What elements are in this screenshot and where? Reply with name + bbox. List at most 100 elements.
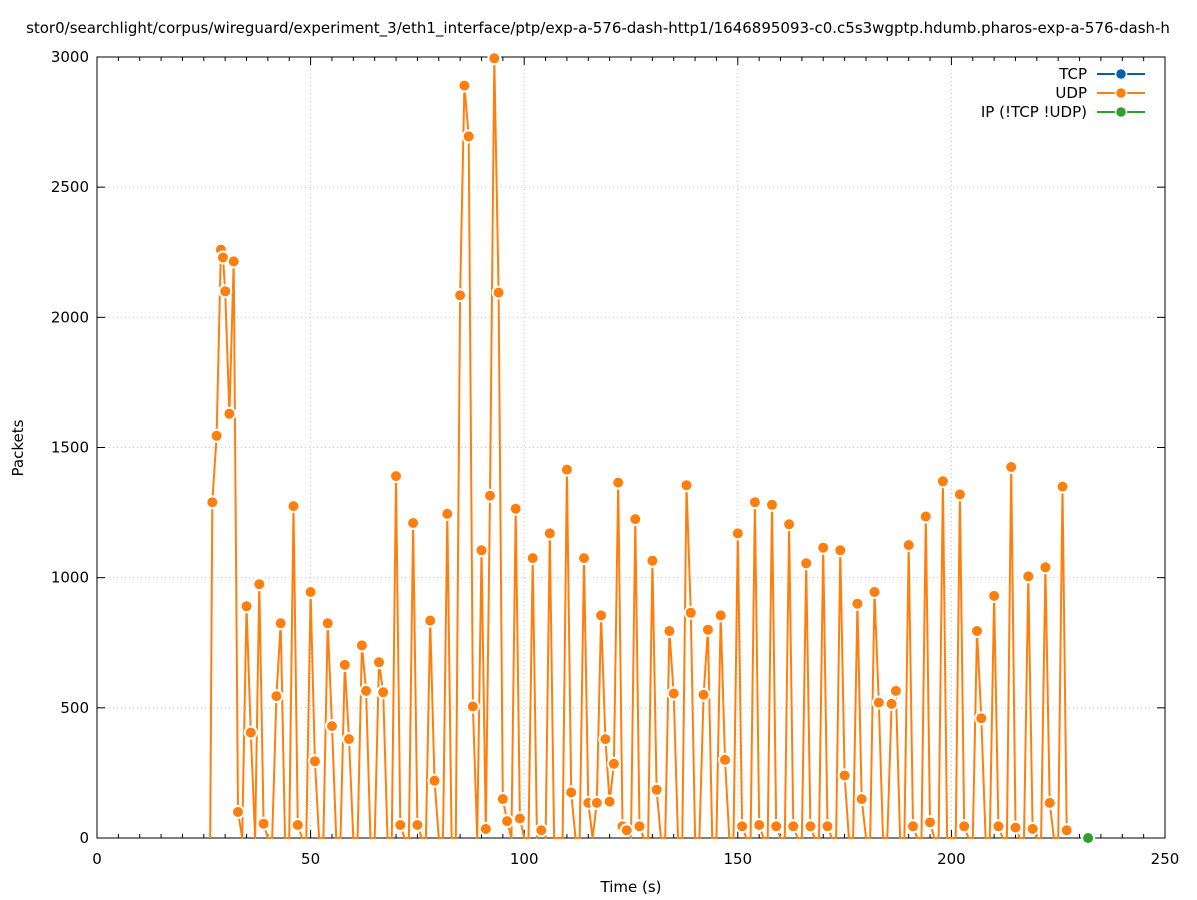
data-point: [320, 616, 335, 631]
data-point: [1059, 823, 1074, 838]
data-point: [231, 805, 245, 819]
data-point: [440, 506, 455, 521]
series-line: [209, 57, 1068, 839]
data-point: [427, 773, 442, 788]
data-point: [679, 478, 694, 493]
data-point: [359, 683, 374, 698]
data-point: [286, 499, 301, 514]
data-point: [602, 794, 617, 809]
data-point: [918, 509, 933, 524]
data-point: [222, 406, 237, 421]
data-point: [273, 616, 288, 631]
data-point: [970, 624, 984, 638]
data-point: [850, 596, 865, 611]
data-point: [342, 732, 356, 747]
data-point: [589, 795, 604, 810]
y-tick-label: 2000: [51, 308, 89, 326]
data-point: [606, 756, 621, 771]
data-point: [816, 540, 831, 555]
y-axis-label: Packets: [9, 419, 27, 476]
y-tick-label: 3000: [51, 48, 89, 66]
data-point: [1055, 479, 1070, 494]
data-point: [534, 823, 549, 838]
chart-title: stor0/searchlight/corpus/wireguard/exper…: [26, 19, 1170, 38]
data-point: [542, 526, 557, 541]
data-point: [1008, 820, 1023, 835]
data-point: [209, 428, 224, 443]
data-point: [453, 288, 468, 303]
data-point: [730, 526, 745, 541]
x-tick-label: 100: [510, 850, 539, 868]
x-axis-label: Time (s): [600, 878, 662, 896]
data-point: [252, 577, 267, 592]
data-point: [598, 732, 613, 747]
data-point: [649, 782, 664, 797]
data-point: [923, 815, 937, 830]
data-point: [666, 686, 681, 701]
data-point: [611, 475, 626, 490]
data-point: [867, 585, 882, 599]
x-tick-label: 250: [1151, 850, 1180, 868]
data-point: [269, 689, 284, 704]
data-point: [218, 284, 233, 299]
y-tick-label: 1500: [51, 439, 89, 457]
data-point: [457, 78, 472, 93]
data-point: [1004, 460, 1019, 474]
x-tick-label: 0: [92, 850, 102, 868]
y-tick-label: 500: [60, 699, 89, 717]
data-point: [957, 819, 972, 834]
data-point: [718, 752, 732, 767]
data-point: [628, 512, 643, 527]
data-point: [577, 551, 591, 566]
data-point: [354, 638, 369, 653]
data-point: [406, 516, 421, 530]
data-point: [474, 543, 489, 558]
legend-label: TCP: [1058, 65, 1087, 83]
data-point: [389, 469, 403, 484]
data-point: [508, 501, 523, 516]
data-point: [769, 819, 784, 834]
data-point: [1025, 821, 1040, 836]
data-point: [559, 462, 574, 477]
data-point: [478, 821, 493, 836]
legend-marker: [1114, 86, 1128, 100]
data-point: [991, 819, 1006, 834]
data-point: [393, 818, 408, 832]
data-point: [465, 699, 480, 714]
legend-marker: [1114, 67, 1128, 81]
series-udp: [205, 51, 1074, 839]
data-point: [752, 818, 767, 832]
y-tick-label: 1000: [51, 569, 89, 587]
data-point: [483, 488, 497, 503]
data-point: [765, 497, 779, 512]
legend-label: IP (!TCP !UDP): [981, 103, 1087, 121]
series-ip-tcp-udp-: [1081, 831, 1096, 845]
data-point: [495, 792, 510, 806]
data-point: [256, 816, 271, 831]
data-point: [713, 608, 728, 623]
data-point: [423, 613, 438, 628]
data-point: [747, 495, 762, 510]
data-point: [786, 819, 801, 834]
data-point: [645, 553, 660, 568]
data-point: [884, 696, 899, 711]
data-point: [376, 685, 391, 700]
data-point: [337, 657, 352, 672]
data-point: [782, 517, 797, 532]
x-tick-label: 200: [937, 850, 966, 868]
series-area: [205, 51, 1096, 845]
data-point: [906, 819, 920, 834]
y-tick-label: 2500: [51, 178, 89, 196]
data-point: [837, 768, 852, 783]
data-point: [696, 687, 711, 702]
data-point: [372, 655, 386, 670]
data-point: [290, 818, 305, 832]
data-point: [1021, 569, 1036, 584]
data-point: [619, 823, 634, 838]
data-point: [239, 599, 254, 614]
x-tick-label: 150: [723, 850, 752, 868]
data-point: [1081, 831, 1096, 845]
data-point: [683, 605, 698, 620]
